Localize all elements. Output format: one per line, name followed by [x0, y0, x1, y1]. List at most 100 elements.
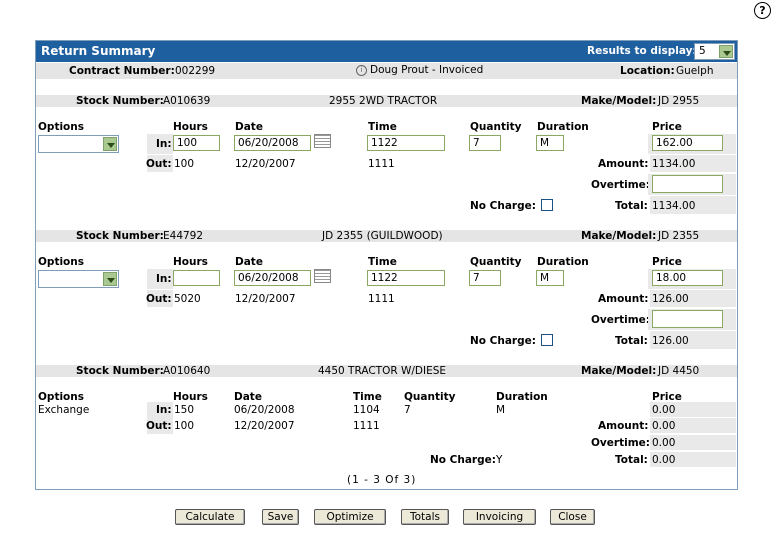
- overtime-input[interactable]: [652, 310, 723, 328]
- in-time-input[interactable]: 1122: [367, 135, 445, 151]
- duration-header: Duration: [537, 121, 589, 133]
- in-date-input[interactable]: 06/20/2008: [234, 270, 311, 286]
- make-label: Make/Model:: [581, 365, 657, 377]
- return-summary-panel: Return Summary Results to display: 5 Con…: [35, 40, 738, 490]
- date-header: Date: [234, 391, 262, 403]
- out-hours: 100: [174, 158, 195, 170]
- out-time: 1111: [368, 158, 395, 170]
- quantity-value: 7: [404, 404, 411, 416]
- in-hours-input[interactable]: 100: [173, 135, 220, 151]
- duration-input[interactable]: M: [536, 135, 564, 151]
- chevron-down-icon[interactable]: [103, 272, 117, 286]
- quantity-header: Quantity: [404, 391, 456, 403]
- in-hours: 150: [174, 404, 195, 416]
- overtime-label: Overtime:: [591, 179, 650, 191]
- stock-number: A010640: [163, 365, 211, 377]
- stock-description: 2955 2WD TRACTOR: [329, 95, 438, 107]
- total-value: 0.00: [652, 454, 676, 466]
- overtime-input[interactable]: [652, 175, 723, 193]
- stock-label: Stock Number:: [76, 95, 164, 107]
- in-date-input[interactable]: 06/20/2008: [234, 135, 311, 151]
- out-label: Out:: [146, 158, 172, 170]
- pagination: (1 - 3 Of 3): [347, 474, 417, 486]
- hours-header: Hours: [173, 256, 208, 268]
- save-button[interactable]: Save: [262, 509, 299, 525]
- in-bg: [147, 269, 173, 289]
- time-header: Time: [368, 256, 397, 268]
- duration-header: Duration: [537, 256, 589, 268]
- make-label: Make/Model:: [581, 95, 657, 107]
- total-label: Total:: [615, 200, 648, 212]
- no-charge-value: Y: [496, 454, 503, 466]
- price-header: Price: [652, 256, 682, 268]
- panel-title: Return Summary: [41, 44, 156, 58]
- options-header: Options: [38, 121, 84, 133]
- in-bg: [147, 402, 173, 418]
- options-select[interactable]: [38, 135, 119, 153]
- item-1-header: Stock Number: A010639 2955 2WD TRACTOR M…: [36, 95, 737, 107]
- option-value: Exchange: [38, 404, 90, 416]
- out-date: 12/20/2007: [234, 420, 295, 432]
- out-hours: 100: [174, 420, 195, 432]
- out-label: Out:: [146, 420, 172, 432]
- price-input[interactable]: 162.00: [652, 135, 723, 151]
- quantity-header: Quantity: [470, 256, 522, 268]
- make-model: JD 2355: [658, 230, 700, 242]
- no-charge-checkbox[interactable]: [541, 334, 553, 346]
- help-icon[interactable]: ?: [754, 2, 771, 19]
- amount-value: 0.00: [652, 420, 676, 432]
- make-label: Make/Model:: [581, 230, 657, 242]
- amount-label: Amount:: [598, 158, 649, 170]
- amount-bg: [650, 418, 736, 433]
- price-input[interactable]: 18.00: [652, 270, 723, 286]
- out-bg: [147, 290, 173, 307]
- close-button[interactable]: Close: [550, 509, 595, 525]
- options-header: Options: [38, 391, 84, 403]
- quantity-input[interactable]: 7: [469, 135, 501, 151]
- out-time: 1111: [368, 293, 395, 305]
- in-time: 1104: [353, 404, 380, 416]
- optimize-button[interactable]: Optimize: [314, 509, 386, 525]
- duration-value: M: [496, 404, 506, 416]
- options-header: Options: [38, 256, 84, 268]
- date-header: Date: [235, 121, 263, 133]
- in-date: 06/20/2008: [234, 404, 295, 416]
- time-header: Time: [353, 391, 382, 403]
- calendar-icon[interactable]: [314, 269, 331, 283]
- results-select[interactable]: 5: [694, 43, 735, 60]
- in-label: In:: [156, 404, 172, 416]
- make-model: JD 2955: [658, 95, 700, 107]
- amount-label: Amount:: [598, 420, 649, 432]
- amount-value: 126.00: [652, 293, 689, 305]
- total-value: 126.00: [652, 335, 689, 347]
- options-select[interactable]: [38, 270, 119, 288]
- price-header: Price: [652, 121, 682, 133]
- total-value: 1134.00: [652, 200, 696, 212]
- chevron-down-icon[interactable]: [719, 45, 733, 58]
- quantity-input[interactable]: 7: [469, 270, 501, 286]
- contract-number: 002299: [175, 65, 216, 77]
- totals-button[interactable]: Totals: [401, 509, 449, 525]
- total-label: Total:: [615, 454, 648, 466]
- no-charge-checkbox[interactable]: [541, 199, 553, 211]
- total-bg: [650, 331, 736, 349]
- date-header: Date: [235, 256, 263, 268]
- amount-label: Amount:: [598, 293, 649, 305]
- in-label: In:: [156, 273, 172, 285]
- item-2-header: Stock Number: E44792 JD 2355 (GUILDWOOD)…: [36, 230, 737, 242]
- calendar-icon[interactable]: [314, 134, 331, 148]
- in-label: In:: [156, 138, 172, 150]
- in-hours-input[interactable]: [173, 270, 220, 286]
- calculate-button[interactable]: Calculate: [175, 509, 245, 525]
- no-charge-label: No Charge:: [430, 454, 496, 466]
- stock-number: E44792: [163, 230, 204, 242]
- invoicing-button[interactable]: Invoicing: [463, 509, 536, 525]
- in-time-input[interactable]: 1122: [367, 270, 445, 286]
- total-bg: [650, 452, 736, 467]
- no-charge-label: No Charge:: [470, 335, 536, 347]
- duration-input[interactable]: M: [536, 270, 564, 286]
- out-bg: [147, 418, 173, 434]
- results-label: Results to display:: [587, 45, 697, 57]
- chevron-down-icon[interactable]: [103, 137, 117, 151]
- total-bg: [650, 196, 736, 214]
